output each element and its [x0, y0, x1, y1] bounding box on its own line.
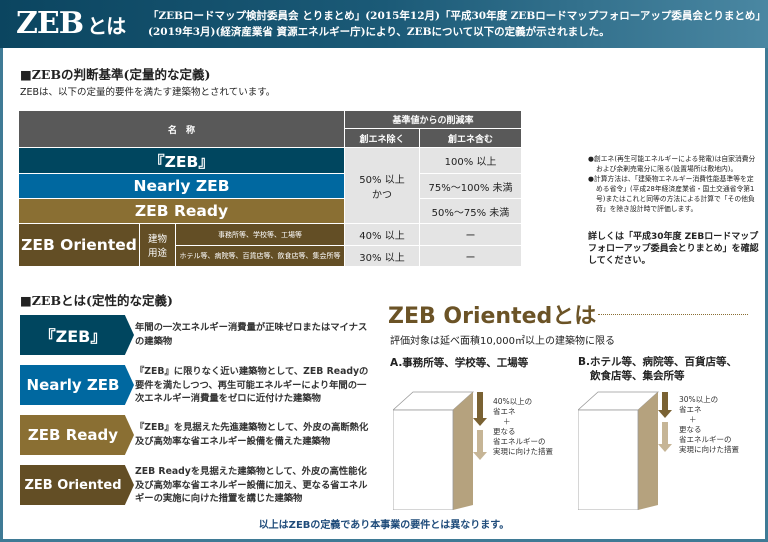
qual-title: ■ZEBとは(定性的な定義): [20, 293, 173, 308]
desc-zeb: 年間の一次エネルギー消費量が正味ゼロまたはマイナスの建築物: [135, 322, 368, 347]
quant-title: ■ZEBの判断基準(定量的な定義): [20, 67, 211, 82]
header: ZEB とは 「ZEBロードマップ検討委員会 とりまとめ」(2015年12月)「平…: [0, 0, 768, 48]
b-l1: 30%以上の: [679, 395, 719, 404]
a-l3: 更なる: [493, 427, 516, 436]
type-a-text: 40%以上の 省エネ＋更なる 省エネルギーの 実現に向けた措置: [493, 397, 553, 457]
col-rate: 基準値からの削減率: [344, 110, 522, 129]
building-b-icon: [578, 391, 672, 510]
a-l4: 省エネルギーの: [493, 437, 546, 446]
divider: [598, 314, 748, 315]
header-title: ZEB とは: [16, 6, 126, 41]
type-b-title-1: B.ホテル等、病院等、百貨店等、: [578, 356, 737, 368]
notes: ●創エネ(再生可能エネルギーによる発電)は自家消費分および余剰売電分に限る(設置…: [588, 154, 760, 214]
use-a: 事務所等、学校等、工場等: [175, 223, 345, 246]
col-name: 名 称: [18, 110, 345, 148]
a-incl: ー: [419, 223, 522, 246]
type-b-title-2: 飲食店等、集会所等: [590, 370, 685, 382]
type-b-title: B.ホテル等、病院等、百貨店等、飲食店等、集会所等: [578, 355, 737, 383]
oriented-subtitle: 評価対象は延べ面積10,000㎡以上の建築物に限る: [390, 336, 615, 347]
more-info: 詳しくは「平成30年度 ZEBロードマップフォローアップ委員会とりまとめ」を確認…: [588, 232, 759, 266]
header-description: 「ZEBロードマップ検討委員会 とりまとめ」(2015年12月)「平成30年度 …: [148, 10, 761, 38]
criteria-table: 名 称基準値からの削減率 創エネ除く 創エネ含む 『ZEB』 50% 以上 かつ 10…: [18, 110, 522, 267]
col-incl: 創エネ含む: [419, 128, 522, 148]
nearly-incl: 75%〜100% 未満: [419, 173, 522, 199]
building-a-icon: [393, 391, 487, 510]
desc-ready: 『ZEB』を見据えた先進建築物として、外皮の高断熱化及び高効率な省エネルギー設備…: [135, 422, 369, 447]
type-b-text: 30%以上の 省エネ＋更なる 省エネルギーの 実現に向けた措置: [679, 395, 739, 455]
note: ●創エネ(再生可能エネルギーによる発電)は自家消費分および余剰売電分に限る(設置…: [588, 155, 756, 173]
zeb-incl: 100% 以上: [419, 147, 522, 174]
excl-common: 50% 以上 かつ: [344, 147, 420, 224]
b-excl: 30% 以上: [344, 245, 420, 267]
b-incl: ー: [419, 245, 522, 267]
type-a-title: A.事務所等、学校等、工場等: [390, 357, 529, 369]
badge-ready: ZEB Ready: [20, 415, 134, 455]
b-l2: 省エネ: [679, 405, 702, 414]
desc-nearly: 『ZEB』に限りなく近い建築物として、ZEB Readyの要件を満たしつつ、再生…: [135, 366, 369, 404]
badge-nearly: Nearly ZEB: [20, 365, 134, 405]
b-l5: 実現に向けた措置: [679, 445, 739, 454]
oriented-title: ZEB Orientedとは: [388, 304, 597, 329]
col-excl: 創エネ除く: [344, 128, 420, 148]
b-plus: ＋: [689, 415, 697, 424]
row-oriented: ZEB Oriented: [18, 223, 140, 267]
note: ●計算方法は、「建築物エネルギー消費性能基準等を定める省令」(平成28年経済産業…: [588, 175, 755, 213]
b-l4: 省エネルギーの: [679, 435, 732, 444]
use-b: ホテル等、病院等、百貨店等、飲食店等、集会所等: [175, 245, 345, 267]
use-label: 建物用途: [139, 223, 176, 267]
a-l2: 省エネ: [493, 407, 516, 416]
a-excl: 40% 以上: [344, 223, 420, 246]
desc-oriented: ZEB Readyを見据えた建築物として、外皮の高性能化及び高効率な省エネルギー…: [135, 466, 368, 504]
quant-subtitle: ZEBは、以下の定量的要件を満たす建築物とされています。: [20, 87, 276, 98]
badge-oriented: ZEB Oriented: [20, 465, 134, 505]
b-l3: 更なる: [679, 425, 702, 434]
a-l5: 実現に向けた措置: [493, 447, 553, 456]
badge-zeb: 『ZEB』: [20, 315, 134, 355]
footer-note: 以上はZEBの定義であり本事業の要件とは異なります。: [258, 520, 510, 531]
row-ready: ZEB Ready: [18, 198, 345, 224]
a-plus: ＋: [503, 417, 511, 426]
ready-incl: 50%〜75% 未満: [419, 198, 522, 224]
row-zeb: 『ZEB』: [18, 147, 345, 174]
a-l1: 40%以上の: [493, 397, 533, 406]
row-nearly: Nearly ZEB: [18, 173, 345, 199]
